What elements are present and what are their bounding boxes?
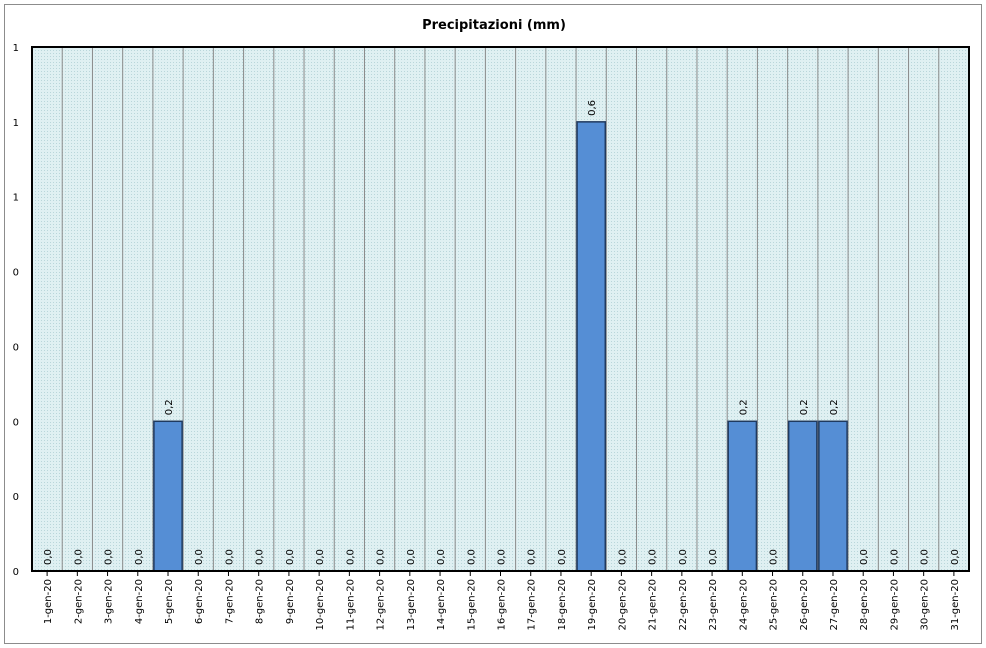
x-tick-label: 7-gen-20: [224, 579, 235, 624]
bar-24-gen-20: [727, 420, 758, 572]
x-tick-label: 18-gen-20: [557, 579, 568, 631]
bar-19-gen-20: [576, 121, 607, 572]
x-tick-label: 8-gen-20: [255, 579, 266, 624]
x-tick-label: 30-gen-20: [920, 579, 931, 631]
x-tick-label: 12-gen-20: [376, 579, 387, 631]
chart-title: Precipitazioni (mm): [422, 18, 566, 33]
data-label: 0,0: [708, 549, 719, 565]
x-tick-label: 27-gen-20: [829, 579, 840, 631]
data-label: 0,2: [829, 399, 840, 415]
data-label: 0,6: [587, 100, 598, 116]
data-label: 0,2: [164, 399, 175, 415]
y-tick-label: 1: [13, 193, 19, 204]
data-label: 0,0: [406, 549, 417, 565]
x-tick-label: 1-gen-20: [43, 579, 54, 624]
y-tick-label: 0: [13, 268, 19, 279]
data-label: 0,0: [436, 549, 447, 565]
x-tick-label: 26-gen-20: [799, 579, 810, 631]
x-tick-label: 28-gen-20: [859, 579, 870, 631]
x-tick-label: 13-gen-20: [406, 579, 417, 631]
x-tick-label: 14-gen-20: [436, 579, 447, 631]
data-label: 0,0: [224, 549, 235, 565]
x-tick-label: 21-gen-20: [648, 579, 659, 631]
bar-chart: Precipitazioni (mm) 0,0 0,0 0,0 0,0 0,2 0,0 0,…: [13, 18, 970, 631]
x-tick-label: 19-gen-20: [587, 579, 598, 631]
bar-27-gen-20: [818, 420, 848, 572]
data-label: 0,0: [557, 549, 568, 565]
y-tick-label: 0: [13, 342, 19, 353]
x-tick-label: 22-gen-20: [678, 579, 689, 631]
bar-5-gen-20: [153, 420, 183, 572]
data-label: 0,0: [859, 549, 870, 565]
data-label: 0,0: [648, 549, 659, 565]
data-label: 0,0: [527, 549, 538, 565]
x-tick-label: 3-gen-20: [104, 579, 115, 624]
x-tick-label: 17-gen-20: [527, 579, 538, 631]
data-label: 0,0: [920, 549, 931, 565]
y-tick-label: 0: [13, 567, 19, 578]
data-label: 0,0: [255, 549, 266, 565]
data-label: 0,0: [315, 549, 326, 565]
data-label: 0,0: [950, 549, 961, 565]
data-label: 0,0: [376, 549, 387, 565]
x-tick-label: 24-gen-20: [738, 579, 749, 631]
data-label: 0,0: [466, 549, 477, 565]
x-tick-label: 2-gen-20: [73, 579, 84, 624]
y-tick-label: 1: [13, 118, 19, 129]
data-label: 0,2: [738, 399, 749, 415]
data-label: 0,0: [104, 549, 115, 565]
x-tick-label: 29-gen-20: [889, 579, 900, 631]
data-label: 0,0: [194, 549, 205, 565]
bar-26-gen-20: [787, 420, 818, 572]
x-tick-label: 16-gen-20: [497, 579, 508, 631]
x-tick-label: 10-gen-20: [315, 579, 326, 631]
data-label: 0,0: [769, 549, 780, 565]
data-label: 0,0: [285, 549, 296, 565]
data-label: 0,0: [134, 549, 145, 565]
x-tick-label: 11-gen-20: [345, 579, 356, 631]
data-label: 0,0: [73, 549, 84, 565]
x-tick-label: 31-gen-20: [950, 579, 961, 631]
data-label: 0,0: [345, 549, 356, 565]
data-label: 0,0: [497, 549, 508, 565]
y-tick-label: 1: [13, 43, 19, 54]
x-tick-label: 23-gen-20: [708, 579, 719, 631]
plot-border: [31, 46, 970, 572]
data-label: 0,0: [617, 549, 628, 565]
x-tick-label: 15-gen-20: [466, 579, 477, 631]
data-label: 0,2: [799, 399, 810, 415]
x-tick-label: 4-gen-20: [134, 579, 145, 624]
data-label: 0,0: [43, 549, 54, 565]
x-tick-label: 9-gen-20: [285, 579, 296, 624]
data-label: 0,0: [678, 549, 689, 565]
x-tick-label: 5-gen-20: [164, 579, 175, 624]
x-tick-label: 6-gen-20: [194, 579, 205, 624]
data-label: 0,0: [889, 549, 900, 565]
x-tick-label: 20-gen-20: [617, 579, 628, 631]
y-tick-label: 0: [13, 417, 19, 428]
y-tick-label: 0: [13, 492, 19, 503]
chart-frame: Precipitazioni (mm) 0,0 0,0 0,0 0,0 0,2 0,0 0,…: [4, 4, 982, 644]
x-tick-label: 25-gen-20: [769, 579, 780, 631]
